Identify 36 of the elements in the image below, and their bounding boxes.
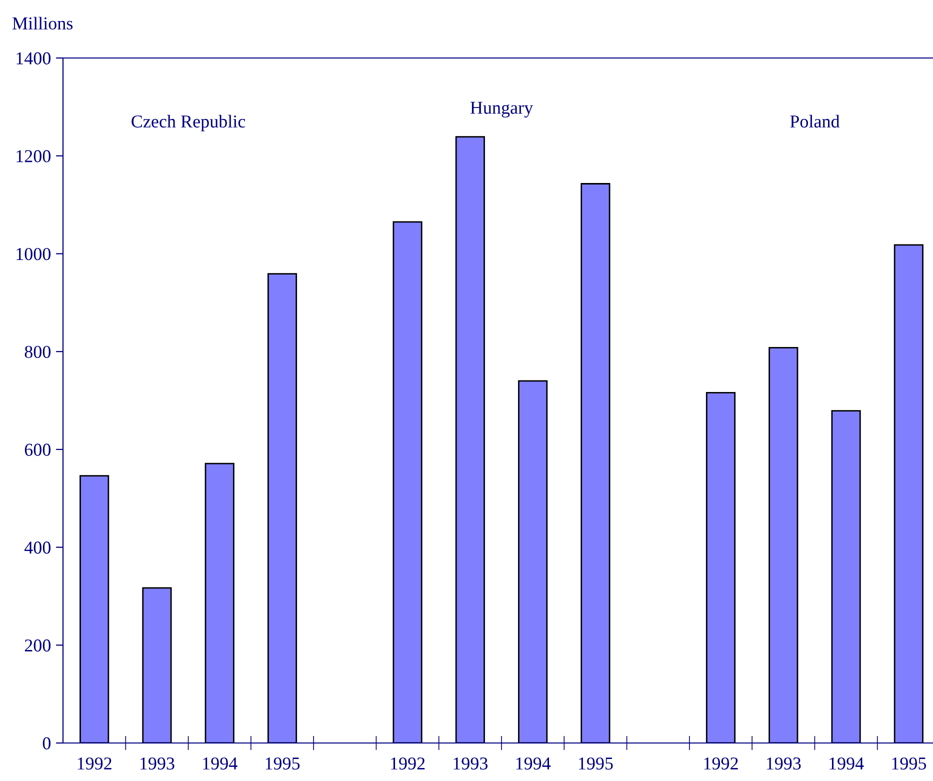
x-tick-label: 1992: [391, 757, 425, 770]
y-tick-label: 1200: [16, 150, 51, 162]
bar: [142, 587, 172, 743]
bar: [455, 136, 485, 743]
bar: [894, 244, 924, 743]
x-tick-label: 1992: [704, 757, 738, 770]
y-tick-label: 800: [24, 346, 51, 358]
bar: [580, 183, 610, 743]
x-tick-label: 1994: [203, 757, 238, 770]
bar: [80, 475, 110, 743]
y-tick-label: 200: [24, 639, 51, 652]
x-tick-label: 1993: [454, 757, 488, 770]
y-tick-label: 0: [42, 737, 51, 750]
y-tick-label: 400: [24, 542, 51, 554]
x-tick-label: 1994: [830, 757, 864, 770]
annotation: Poland: [790, 114, 840, 128]
annotation: Czech Republic: [132, 114, 246, 132]
x-tick-label: 1993: [766, 757, 801, 770]
y-tick-label: 600: [24, 444, 51, 456]
x-tick-label: 1993: [140, 757, 174, 770]
x-tick-label: 1994: [516, 757, 551, 770]
y-tick-label: 1000: [16, 248, 51, 260]
x-tick-label: 1995: [892, 757, 926, 770]
bar: [267, 273, 298, 743]
bar: [204, 462, 234, 743]
bar: [706, 392, 736, 743]
y-tick-label: 1400: [16, 52, 51, 64]
x-tick-label: 1995: [266, 757, 300, 770]
bar: [768, 346, 798, 743]
bar: [831, 410, 861, 743]
bar: [392, 221, 422, 743]
x-tick-label: 1995: [578, 757, 613, 770]
x-tick-label: 1992: [78, 757, 112, 770]
annotation: Hungary: [470, 102, 534, 118]
bar: [518, 380, 548, 743]
y-axis-title: Millions: [12, 16, 73, 30]
